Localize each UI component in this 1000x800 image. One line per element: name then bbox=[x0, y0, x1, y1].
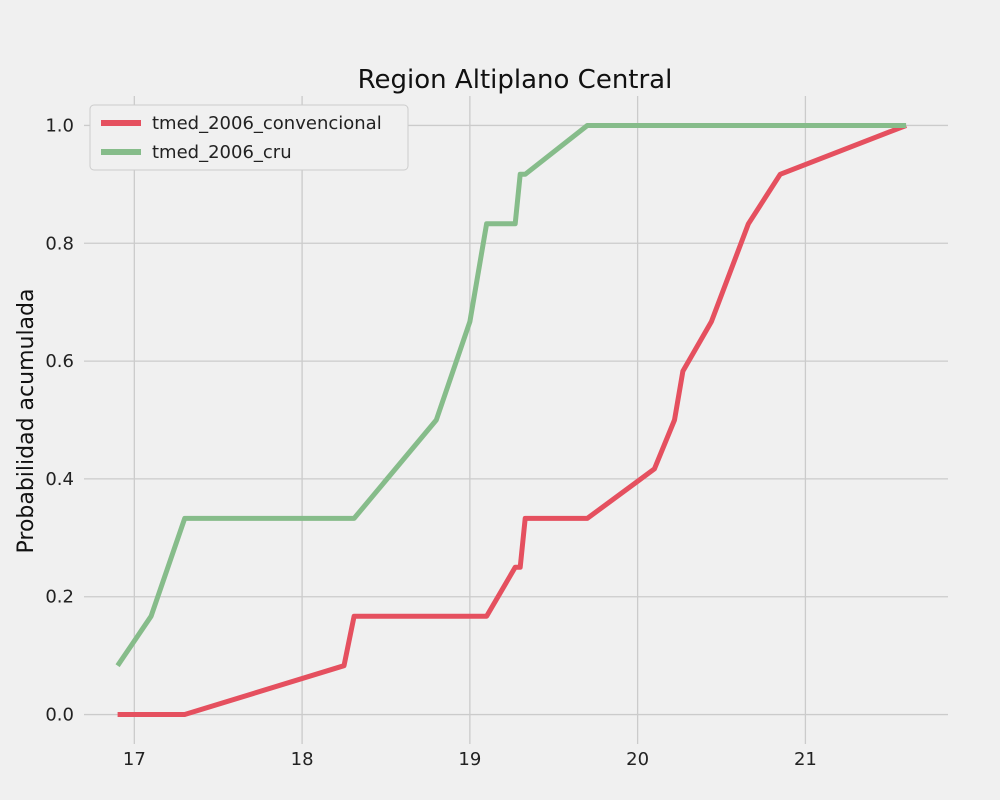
series-line-cru bbox=[115, 123, 907, 668]
legend-label-convencional: tmed_2006_convencional bbox=[152, 113, 382, 134]
legend: tmed_2006_convencional tmed_2006_cru bbox=[89, 104, 409, 171]
y-tick-label: 1.0 bbox=[45, 115, 74, 136]
y-tick-label: 0.8 bbox=[45, 233, 74, 254]
x-tick-label: 19 bbox=[458, 749, 481, 770]
y-tick-label: 0.4 bbox=[45, 469, 74, 490]
x-tick-label: 21 bbox=[794, 749, 817, 770]
chart-title: Region Altiplano Central bbox=[358, 65, 673, 95]
x-tick-label: 20 bbox=[626, 749, 649, 770]
y-tick-label: 0.2 bbox=[45, 587, 74, 608]
y-tick-label: 0.0 bbox=[45, 705, 74, 726]
y-axis-label: Probabilidad acumulada bbox=[14, 289, 39, 554]
tick-labels: 17 18 19 20 21 0.0 0.2 0.4 0.6 0.8 1.0 bbox=[45, 115, 816, 770]
legend-box bbox=[89, 104, 409, 171]
series-lines bbox=[115, 123, 908, 717]
series-line-convencional bbox=[117, 123, 908, 717]
x-tick-label: 18 bbox=[291, 749, 314, 770]
x-tick-label: 17 bbox=[123, 749, 146, 770]
y-tick-label: 0.6 bbox=[45, 351, 74, 372]
legend-label-cru: tmed_2006_cru bbox=[152, 142, 292, 163]
